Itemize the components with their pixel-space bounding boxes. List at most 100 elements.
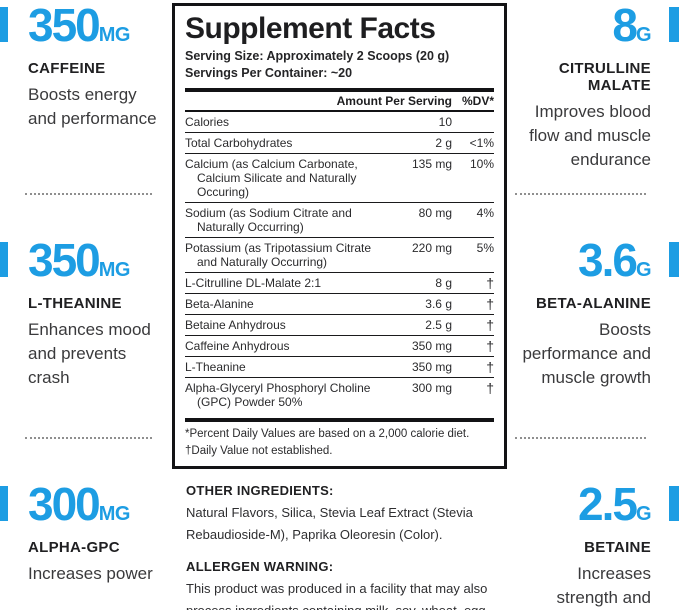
highlight-content: 3.6G BETA-ALANINE Boosts performance and m…: [507, 195, 679, 390]
ingredient-benefit: Boosts energy and performance: [28, 83, 172, 131]
ingredient-highlight: 350MG L-THEANINE Enhances mood and preven…: [0, 193, 172, 437]
nutrient-name: Alpha-Glyceryl Phosphoryl Choline (GPC) …: [185, 381, 371, 409]
nutrient-amount: 10: [438, 115, 452, 129]
nutrient-amount: 350 mg: [411, 360, 452, 374]
accent-bar: [0, 486, 8, 521]
table-row: Beta-Alanine 3.6 g †: [185, 294, 494, 315]
benefit-line: Enhances mood: [28, 320, 151, 339]
benefit-line: crash: [28, 368, 70, 387]
nutrient-name: Caffeine Anhydrous: [185, 339, 290, 353]
amount-unit: MG: [98, 259, 131, 281]
nutrient-dv: [452, 115, 494, 129]
amount-value: 8: [612, 0, 638, 51]
nutrient-dv: †: [486, 380, 494, 396]
benefit-line: and prevents: [28, 344, 127, 363]
ingredient-benefit: Enhances mood and prevents crash: [28, 318, 172, 390]
accent-bar: [0, 242, 8, 277]
right-highlight-column: 8G CITRULLINE MALATE Improves blood flow …: [507, 0, 679, 610]
amount-value: 350: [28, 234, 101, 286]
left-highlight-column: 350MG CAFFEINE Boosts energy and performa…: [0, 0, 172, 610]
ingredient-name: CAFFEINE: [28, 60, 106, 77]
nutrient-name: Beta-Alanine: [185, 297, 254, 311]
ingredient-benefit: Boosts performance and muscle growth: [507, 318, 651, 390]
thin-divider: [185, 110, 494, 112]
ingredient-highlight: 350MG CAFFEINE Boosts energy and performa…: [0, 2, 172, 193]
highlight-content: 350MG L-THEANINE Enhances mood and preven…: [0, 195, 172, 390]
accent-bar: [669, 486, 679, 521]
accent-bar: [669, 7, 679, 42]
nutrient-amount: 8 g: [435, 276, 452, 290]
benefit-line: performance and: [522, 344, 651, 363]
benefit-line: endurance: [570, 150, 651, 169]
nutrient-amount: 80 mg: [418, 206, 452, 220]
dotted-divider: [515, 437, 646, 439]
table-header: Amount Per Serving %DV*: [185, 92, 494, 110]
amount-unit: G: [635, 259, 652, 281]
nutrient-amount: 350 mg: [411, 339, 452, 353]
center-column: Supplement Facts Serving Size: Approxima…: [172, 0, 507, 610]
nutrient-name: L-Citrulline DL-Malate 2:1: [185, 276, 322, 290]
nutrient-name: Sodium (as Sodium Citrate and Naturally …: [185, 206, 352, 234]
amount-column-header: Amount Per Serving: [336, 94, 452, 108]
accent-bar: [0, 7, 8, 42]
dotted-divider: [25, 193, 152, 195]
amount-unit: MG: [98, 503, 131, 525]
table-row: Betaine Anhydrous 2.5 g †: [185, 315, 494, 336]
serving-size: Serving Size: Approximately 2 Scoops (20…: [185, 49, 450, 63]
nutrient-dv: †: [486, 275, 494, 291]
ingredient-amount: 2.5G: [507, 481, 679, 535]
nutrient-dv: 5%: [476, 241, 494, 255]
additional-info: OTHER INGREDIENTS: Natural Flavors, Sili…: [172, 469, 502, 610]
dv-column-header: %DV*: [461, 94, 494, 108]
benefit-line: and performance: [28, 109, 157, 128]
table-row: Alpha-Glyceryl Phosphoryl Choline (GPC) …: [185, 378, 494, 412]
benefit-line: strength and: [556, 588, 651, 607]
nutrient-name: Calcium (as Calcium Carbonate, Calcium S…: [185, 157, 358, 199]
nutrient-amount: 2 g: [435, 136, 452, 150]
amount-value: 350: [28, 0, 101, 51]
ingredient-amount: 350MG: [0, 2, 172, 56]
table-row: Calories 10: [185, 112, 494, 133]
ingredient-benefit: Increases power: [28, 562, 172, 586]
ingredient-benefit: Improves blood flow and muscle endurance: [507, 100, 651, 172]
benefit-line: Improves blood: [534, 102, 651, 121]
nutrient-dv: 10%: [469, 157, 494, 171]
benefit-line: Increases: [577, 564, 651, 583]
table-row: Caffeine Anhydrous 350 mg †: [185, 336, 494, 357]
table-row: Sodium (as Sodium Citrate and Naturally …: [185, 203, 494, 238]
nutrient-dv: †: [486, 296, 494, 312]
benefit-line: flow and muscle: [529, 126, 651, 145]
nutrient-dv: 4%: [476, 206, 494, 220]
nutrient-dv: †: [486, 359, 494, 375]
benefit-line: muscle growth: [541, 368, 651, 387]
nutrient-name: Total Carbohydrates: [185, 136, 293, 150]
nutrient-name: Calories: [185, 115, 230, 129]
highlight-content: 8G CITRULLINE MALATE Improves blood flow …: [507, 2, 679, 172]
other-ingredients-heading: OTHER INGREDIENTS:: [186, 483, 334, 498]
panel-title: Supplement Facts: [185, 12, 436, 45]
allergen-warning-heading: ALLERGEN WARNING:: [186, 559, 334, 574]
ingredient-highlight: 8G CITRULLINE MALATE Improves blood flow …: [507, 2, 679, 193]
ingredient-highlight: 3.6G BETA-ALANINE Boosts performance and m…: [507, 193, 679, 437]
footnote-line: *Percent Daily Values are based on a 2,0…: [185, 428, 470, 440]
nutrient-name: Potassium (as Tripotassium Citrate and N…: [185, 241, 372, 269]
table-row: L-Citrulline DL-Malate 2:1 8 g †: [185, 273, 494, 294]
other-ingredients-text: Natural Flavors, Silica, Stevia Leaf Ext…: [186, 505, 473, 542]
footnote-line: †Daily Value not established.: [185, 445, 333, 457]
servings-per-container: Servings Per Container: ~20: [185, 66, 353, 80]
amount-unit: MG: [98, 24, 131, 46]
nutrient-dv: †: [486, 317, 494, 333]
nutrient-name: L-Theanine: [185, 360, 246, 374]
nutrient-table: Calories 10 Total Carbohydrates 2 g <1% …: [185, 112, 494, 412]
ingredient-name: ALPHA-GPC: [28, 539, 120, 556]
nutrient-amount: 220 mg: [411, 241, 452, 255]
amount-unit: G: [635, 503, 652, 525]
allergen-warning-text: This product was produced in a facility …: [186, 581, 490, 610]
table-row: Total Carbohydrates 2 g <1%: [185, 133, 494, 154]
table-row: Potassium (as Tripotassium Citrate and N…: [185, 238, 494, 273]
supplement-facts-panel: Supplement Facts Serving Size: Approxima…: [172, 3, 507, 469]
ingredient-amount: 8G: [507, 2, 679, 56]
dotted-divider: [515, 193, 646, 195]
